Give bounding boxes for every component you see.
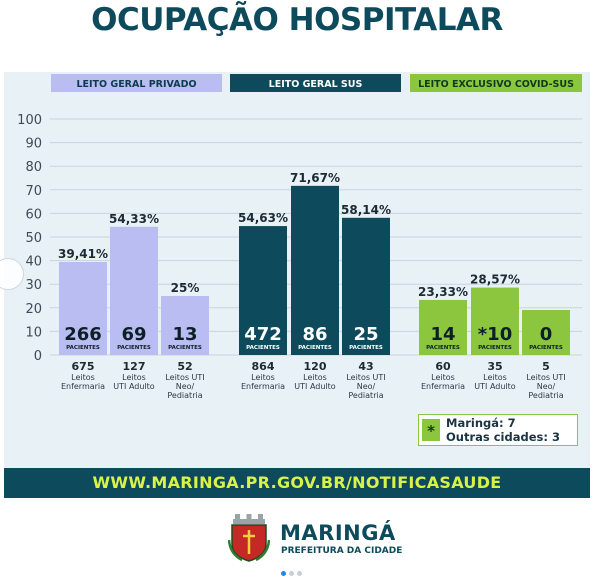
bar-count-block: [522, 310, 570, 355]
bar-type-label: Enfermaria: [421, 382, 465, 391]
bar: [342, 217, 390, 355]
bar-type-label: Pediatria: [348, 391, 383, 400]
bar-count-label: 266: [64, 324, 102, 345]
bar-unit-label: PACIENTES: [529, 345, 563, 351]
bar-type-label: Neo/: [537, 382, 556, 391]
bar-percent-label: 58,14%: [341, 203, 391, 217]
y-tick-label: 30: [25, 278, 42, 293]
group-header-0: [51, 74, 222, 92]
bar-unit-label: PACIENTES: [349, 345, 383, 351]
legend-line-outras: Outras cidades: 3: [446, 430, 560, 444]
bar: [291, 185, 339, 355]
city-seal-icon: [228, 514, 270, 562]
footer-url-link[interactable]: WWW.MARINGA.PR.GOV.BR/NOTIFICASAUDE: [92, 473, 502, 492]
bar-type-label: Neo/: [357, 382, 376, 391]
legend-asterisk-icon: *: [422, 419, 440, 441]
bar-beds-label: 52: [177, 360, 192, 373]
bar-percent-label: 25%: [171, 281, 200, 295]
bar-type-label: Enfermaria: [241, 382, 285, 391]
bar-beds-label: 5: [542, 360, 550, 373]
bar-beds-label: 864: [252, 360, 275, 373]
bottom-area: [0, 498, 594, 576]
bar-count-label: 14: [430, 324, 455, 345]
bar-type-label: Leitos: [71, 373, 95, 382]
legend-line-maringa: Maringá: 7: [446, 416, 516, 430]
bar-count-label: 69: [121, 324, 146, 345]
logo-name: MARINGÁ: [280, 521, 396, 545]
bar-type-label: Enfermaria: [61, 382, 105, 391]
bar-count-label: *10: [478, 324, 512, 345]
bar-count-label: 0: [540, 324, 553, 345]
bar-type-label: Leitos UTI: [346, 373, 385, 382]
logo-subtitle: PREFEITURA DA CIDADE: [281, 546, 403, 556]
y-tick-label: 50: [25, 231, 42, 246]
title-band: OCUPAÇÃO HOSPITALAR: [0, 0, 594, 72]
y-tick-label: 0: [34, 349, 42, 364]
bar-type-label: UTI Adulto: [294, 382, 335, 391]
page-title: OCUPAÇÃO HOSPITALAR: [91, 2, 503, 38]
group-header-2: [410, 74, 582, 92]
bar-percent-label: 54,63%: [238, 211, 288, 225]
bar-beds-label: 60: [435, 360, 451, 373]
footer-bar: WWW.MARINGA.PR.GOV.BR/NOTIFICASAUDE: [4, 468, 590, 498]
legend: * Maringá: 7 Outras cidades: 3: [418, 414, 578, 446]
bar-type-label: UTI Adulto: [113, 382, 154, 391]
bar-beds-label: 120: [304, 360, 327, 373]
bar: [239, 226, 287, 355]
bar-type-label: Pediatria: [528, 391, 563, 400]
bar-percent-label: 71,67%: [290, 171, 340, 185]
group-header-label: LEITO GERAL SUS: [269, 79, 363, 90]
bar-type-label: Leitos: [483, 373, 507, 382]
bar-type-label: Leitos UTI: [526, 373, 565, 382]
y-tick-label: 100: [17, 113, 42, 128]
group-header-label: LEITO GERAL PRIVADO: [76, 79, 196, 90]
bar-unit-label: PACIENTES: [298, 345, 332, 351]
y-tick-label: 60: [25, 207, 42, 222]
bar-beds-label: 127: [123, 360, 146, 373]
bar-type-label: UTI Adulto: [474, 382, 515, 391]
bar-count-label: 13: [172, 324, 197, 345]
bar-unit-label: PACIENTES: [66, 345, 100, 351]
bar-unit-label: PACIENTES: [478, 345, 512, 351]
bar-percent-label: 39,41%: [58, 247, 108, 261]
bar-beds-label: 35: [487, 360, 502, 373]
bar-type-label: Leitos: [122, 373, 146, 382]
bar-percent-label: 54,33%: [109, 212, 159, 226]
bar-beds-label: 675: [72, 360, 95, 373]
carousel-dot-active[interactable]: [281, 571, 286, 576]
bar: [161, 296, 209, 355]
bar-beds-label: 43: [358, 360, 373, 373]
y-tick-label: 20: [25, 302, 42, 317]
bar: [471, 287, 519, 355]
bar-unit-label: PACIENTES: [168, 345, 202, 351]
group-header-label: LEITO EXCLUSIVO COVID-SUS: [418, 79, 574, 90]
bar: [59, 261, 107, 355]
bar-type-label: Leitos: [431, 373, 455, 382]
bar-count-label: 86: [302, 324, 327, 345]
group-header-1: [230, 74, 401, 92]
y-tick-label: 90: [25, 137, 42, 152]
bar-percent-label: 28,57%: [470, 273, 520, 287]
bar-type-label: Leitos UTI: [165, 373, 204, 382]
bar: [110, 226, 158, 355]
y-tick-label: 80: [25, 160, 42, 175]
bar-count-label: 25: [353, 324, 378, 345]
bar: [419, 299, 467, 355]
bar-unit-label: PACIENTES: [117, 345, 151, 351]
y-tick-label: 70: [25, 184, 42, 199]
bar-type-label: Leitos: [303, 373, 327, 382]
carousel-dot[interactable]: [297, 571, 302, 576]
carousel-dots: [281, 561, 313, 576]
carousel-dot[interactable]: [289, 571, 294, 576]
bar-percent-label: 23,33%: [418, 285, 468, 299]
bar-type-label: Neo/: [176, 382, 195, 391]
bar-type-label: Leitos: [251, 373, 275, 382]
bar-type-label: Pediatria: [167, 391, 202, 400]
bar-unit-label: PACIENTES: [426, 345, 460, 351]
bar-count-label: 472: [244, 324, 282, 345]
y-tick-label: 10: [25, 325, 42, 340]
y-tick-label: 40: [25, 255, 42, 270]
bar-unit-label: PACIENTES: [246, 345, 280, 351]
